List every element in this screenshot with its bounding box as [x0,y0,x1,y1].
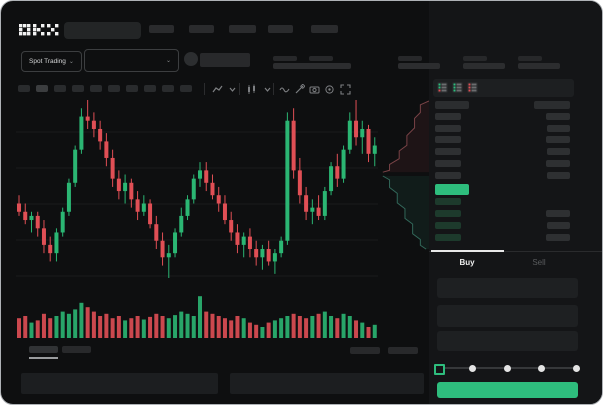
draw-icon[interactable] [294,84,305,95]
candlestick-chart[interactable] [16,96,378,339]
divider [204,83,205,95]
ask-row-price[interactable] [435,125,461,132]
nav-item[interactable] [149,25,174,33]
active-tab-underline [431,250,504,252]
nav-item[interactable] [311,25,338,33]
timeframe-button[interactable] [90,85,102,92]
ask-row-amount [546,160,570,167]
slider-stop[interactable] [572,364,580,372]
last-price-bar[interactable] [435,184,469,195]
depth-chart[interactable] [378,96,429,256]
slider-stop[interactable] [503,364,511,372]
okx-logo [19,24,59,36]
slider-stop-selected[interactable] [433,363,445,375]
tabbar-divider [429,251,602,252]
bid-row-price[interactable] [435,210,461,217]
orderbook-view-combined-icon[interactable] [437,82,448,93]
chevron-down-icon[interactable] [227,84,238,95]
tab-sell[interactable]: Sell [532,258,546,267]
wave-icon[interactable] [279,84,290,95]
coin-icon [184,52,198,66]
orderbook-col-header-amount [534,101,570,109]
divider [239,83,240,95]
last-price-placeholder [200,53,250,67]
bid-row-amount [547,222,570,229]
timeframe-button[interactable] [108,85,120,92]
orderbook-view-asks-icon[interactable] [467,82,478,93]
ticker-stat-label [309,56,333,61]
history-panel [230,373,424,394]
nav-item[interactable] [268,25,293,33]
bottom-tab[interactable] [62,346,91,353]
pair-selector-dropdown[interactable]: ⌄ [84,49,179,72]
ask-row-price[interactable] [435,148,461,155]
divider [273,83,274,95]
ticker-stat-label [463,56,487,61]
nav-item[interactable] [229,25,256,33]
settings-icon[interactable] [324,84,335,95]
bottom-tab-active[interactable] [29,346,58,353]
orders-panel [21,373,218,394]
ask-row-amount [546,136,570,143]
ask-row-price[interactable] [435,113,461,120]
order-price-field[interactable] [437,278,578,298]
bid-row-amount [546,210,570,217]
tab-buy[interactable]: Buy [459,258,475,267]
bottom-action-pill[interactable] [388,347,418,354]
ticker-stat-label [273,56,297,61]
ticker-stat-label [518,56,542,61]
indicator-icon[interactable] [246,84,257,95]
timeframe-button[interactable] [54,85,66,92]
ask-row-price[interactable] [435,136,461,143]
market-type-label: Spot Trading [29,58,66,65]
chevron-down-icon: ⌄ [165,57,171,64]
ticker-stat-value [273,63,315,69]
slider-stop[interactable] [538,364,545,372]
line-type-icon[interactable] [212,84,223,95]
bottom-action-pill[interactable] [350,347,380,354]
timeframe-button[interactable] [180,85,192,92]
camera-icon[interactable] [309,84,320,95]
ask-row-amount [547,172,570,179]
ticker-stat-value [518,63,560,69]
market-type-dropdown[interactable]: Spot Trading ⌄ [21,51,82,72]
bid-row-price[interactable] [435,234,461,241]
order-amount-field[interactable] [437,305,578,327]
slider-stop[interactable] [469,364,476,372]
ticker-stat-value [398,63,440,69]
search-input[interactable] [64,22,141,39]
timeframe-button[interactable] [18,85,30,92]
orderbook-view-bids-icon[interactable] [452,82,463,93]
bottom-tab-underline [29,357,58,359]
ticker-stat-value [463,63,505,69]
timeframe-button[interactable] [162,85,174,92]
timeframe-button[interactable] [72,85,84,92]
chevron-down-icon[interactable] [262,84,273,95]
fullscreen-icon[interactable] [340,84,351,95]
ticker-stat-label [398,56,422,61]
bid-row-price[interactable] [435,198,461,205]
ask-row-amount [547,125,570,132]
buy-submit-button[interactable] [437,382,578,398]
timeframe-button[interactable] [144,85,156,92]
bid-row-amount [546,234,570,241]
ask-row-price[interactable] [435,160,461,167]
nav-item[interactable] [189,25,214,33]
order-total-field[interactable] [437,331,578,351]
ask-row-amount [546,113,570,120]
ticker-stat-value [309,63,351,69]
timeframe-button[interactable] [36,85,48,92]
bid-row-price[interactable] [435,222,461,229]
ask-row-price[interactable] [435,172,461,179]
orderbook-col-header-price [435,101,469,109]
ask-row-amount [547,148,570,155]
timeframe-button[interactable] [126,85,138,92]
chevron-down-icon: ⌄ [68,58,74,65]
